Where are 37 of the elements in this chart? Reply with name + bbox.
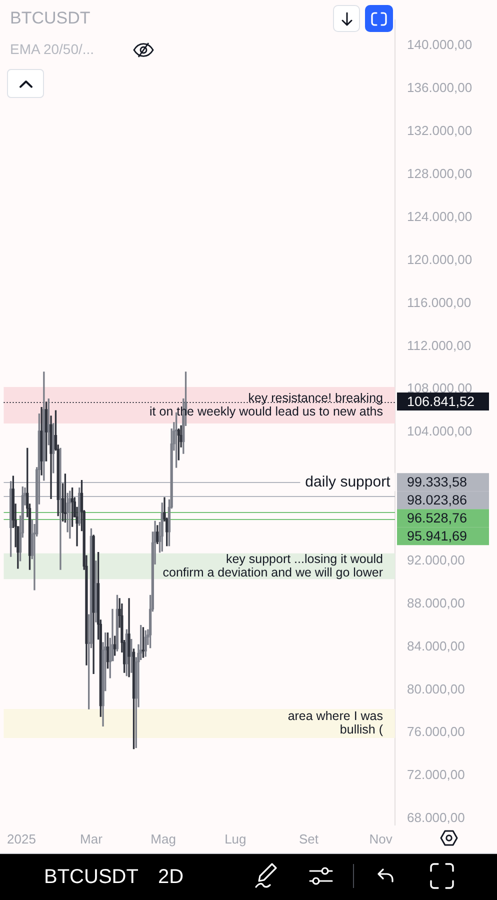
x-tick-label: Set	[298, 831, 319, 846]
y-tick-label: 104.000,00	[407, 424, 472, 439]
y-tick-label: 140.000,00	[407, 37, 472, 52]
y-tick-label: 128.000,00	[407, 166, 472, 181]
y-tick-label: 68.000,00	[407, 810, 465, 826]
y-tick-label: 120.000,00	[407, 252, 472, 267]
band-label: key resistance! breaking it on the weekly would lead us to new aths	[150, 390, 384, 418]
band-label: area where I was bullish (	[288, 709, 384, 737]
x-tick-label: Mag	[150, 831, 176, 846]
ref-line-label: 98.023,86	[407, 492, 468, 508]
ref-line-label: 106.841,52	[407, 394, 475, 409]
y-tick-label: 124.000,00	[407, 208, 472, 224]
chart-title: BTCUSDT	[10, 8, 90, 28]
x-tick-label: Lug	[224, 831, 246, 846]
text: 2D	[158, 865, 184, 889]
y-tick-label: 76.000,00	[407, 724, 465, 740]
y-tick-label: 72.000,00	[407, 767, 465, 782]
y-tick-label: 116.000,00	[407, 294, 472, 310]
y-tick-label: 84.000,00	[407, 638, 465, 654]
x-tick-label: 2025	[7, 831, 36, 846]
y-tick-label: 108.000,00	[407, 380, 472, 396]
ref-line-label: 96.528,76	[407, 510, 468, 526]
ref-line-label: 95.941,69	[407, 528, 468, 544]
annotation: EMA 20/50/...	[10, 40, 94, 57]
band-label: key support ...losing it would confirm a deviation and we will go lower	[162, 552, 384, 580]
text: BTCUSDT	[44, 865, 138, 889]
y-tick-label: 136.000,00	[407, 80, 472, 96]
ref-line-label: 99.333,58	[407, 474, 468, 490]
x-tick-label: Mar	[80, 831, 104, 846]
y-tick-label: 132.000,00	[407, 123, 472, 138]
y-tick-label: 88.000,00	[407, 595, 465, 610]
x-tick-label: Nov	[369, 831, 393, 846]
y-tick-label: 112.000,00	[407, 338, 472, 353]
y-tick-label: 80.000,00	[407, 681, 465, 696]
candlestick	[68, 490, 72, 539]
annotation: daily support	[305, 473, 392, 490]
y-tick-label: 92.000,00	[407, 552, 465, 568]
